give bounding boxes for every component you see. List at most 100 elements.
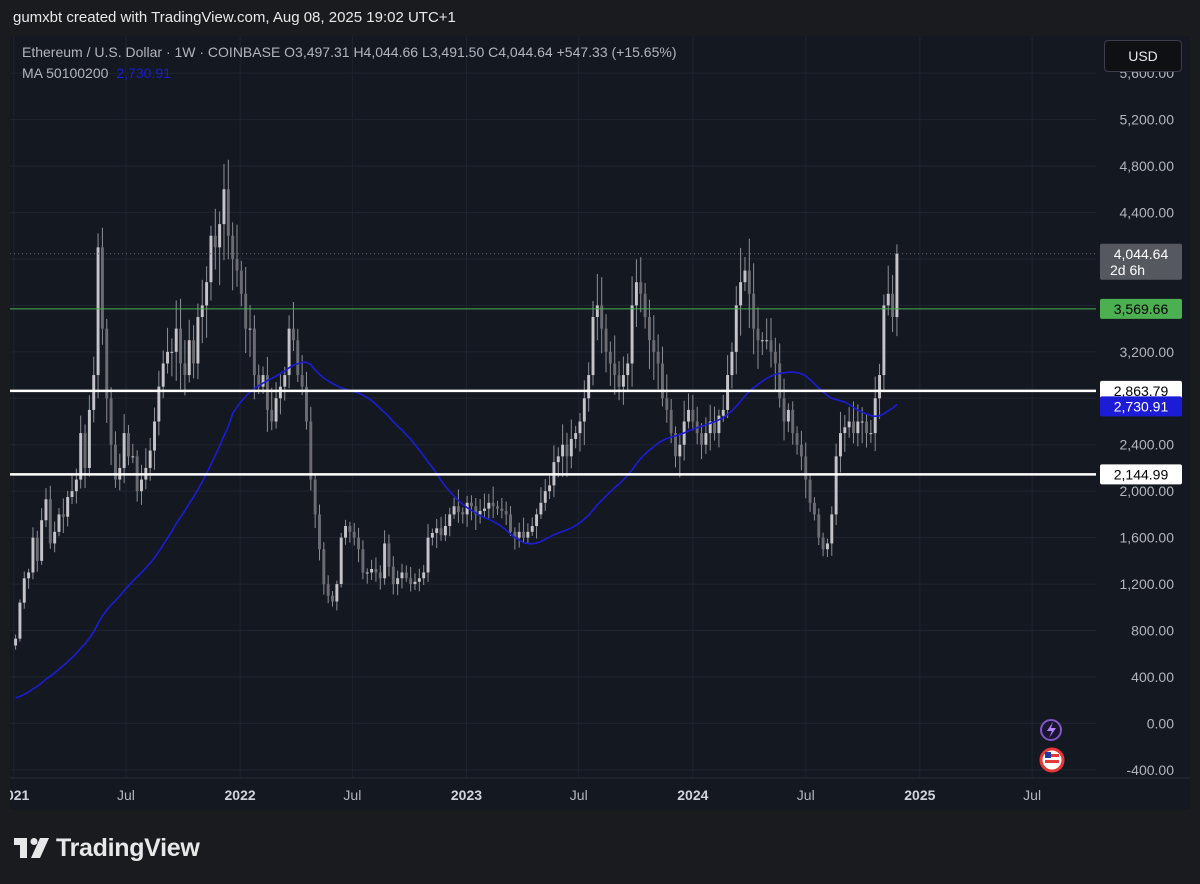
ma-value: 2,730.91	[116, 65, 171, 81]
candle-body	[639, 282, 643, 294]
lightning-bolt-icon	[1047, 722, 1056, 738]
candle-body	[778, 363, 782, 399]
candle-body	[322, 549, 326, 585]
candle-body	[634, 282, 638, 306]
candle-body	[817, 514, 821, 538]
candle-body	[218, 224, 222, 248]
y-tick-label: 2,000.00	[1120, 483, 1175, 499]
candle-body	[196, 317, 200, 364]
candle-body	[765, 340, 769, 342]
candle-body	[469, 502, 473, 507]
candle-body	[530, 526, 534, 532]
candle-body	[474, 506, 478, 515]
candle-body	[452, 506, 456, 515]
candle-body	[140, 479, 143, 492]
candle-body	[357, 537, 361, 550]
candle-body	[456, 506, 460, 513]
price-tag-label: 2,730.91	[1114, 398, 1169, 414]
candle-body	[331, 595, 334, 602]
candle-body	[244, 293, 248, 329]
candle-body	[74, 479, 78, 492]
candle-body	[339, 537, 343, 585]
candle-body	[209, 235, 213, 283]
x-tick-label: Jul	[117, 787, 135, 803]
y-tick-label: 1,600.00	[1120, 530, 1175, 546]
y-tick-label: 0.00	[1147, 715, 1174, 731]
candle-body	[274, 398, 278, 422]
candle-body	[409, 578, 413, 585]
candle-body	[200, 305, 204, 318]
ma-label: MA 50100200	[22, 65, 109, 81]
candle-body	[739, 282, 743, 306]
tradingview-logo: TradingView	[14, 833, 200, 862]
candle-body	[665, 398, 669, 410]
candle-body	[278, 386, 282, 399]
candle-body	[717, 415, 721, 434]
candle-body	[747, 270, 751, 294]
candle-body	[291, 328, 295, 341]
candle-body	[656, 351, 660, 364]
candle-body	[539, 502, 543, 515]
price-tag-support	[1100, 464, 1182, 485]
candle-body	[869, 433, 873, 435]
price-tag-label: 4,044.64	[1114, 246, 1169, 262]
y-tick-label: 1,200.00	[1120, 576, 1175, 592]
y-tick-label: 4,800.00	[1120, 158, 1175, 174]
candle-body	[18, 602, 22, 639]
candle-body	[443, 526, 447, 536]
candle-body	[27, 572, 31, 579]
price-tag-resistance	[1100, 298, 1182, 319]
price-tag-label: 3,569.66	[1114, 301, 1169, 317]
candle-body	[70, 491, 74, 497]
candle-body	[435, 528, 439, 533]
candle-body	[569, 438, 573, 457]
currency-button[interactable]: USD	[1104, 40, 1182, 72]
candle-body	[561, 444, 565, 457]
price-tag-ma	[1100, 396, 1182, 417]
candle-body	[35, 537, 39, 561]
candle-body	[348, 526, 352, 532]
candle-body	[565, 444, 569, 457]
chart-pane[interactable]: 5,600.005,200.004,800.004,400.004,000.00…	[10, 36, 1190, 810]
candle-body	[526, 531, 530, 538]
moving-average-line	[15, 361, 898, 699]
x-tick-label: Jul	[797, 787, 815, 803]
candle-body	[834, 456, 838, 515]
candle-body	[153, 421, 156, 451]
candle-body	[674, 433, 677, 457]
candle-body	[769, 340, 773, 352]
y-tick-label: 800.00	[1131, 623, 1174, 639]
price-chart[interactable]: 5,600.005,200.004,800.004,400.004,000.00…	[10, 36, 1190, 810]
candle-body	[344, 526, 348, 538]
candle-body	[226, 189, 230, 236]
candle-body	[591, 317, 595, 376]
candle-body	[895, 253, 899, 318]
candle-body	[192, 340, 196, 364]
candle-body	[179, 328, 183, 364]
candle-body	[734, 305, 738, 352]
y-tick-label: 4,400.00	[1120, 205, 1175, 221]
x-tick-label: 2023	[451, 787, 482, 803]
candle-body	[786, 409, 790, 422]
candle-body	[482, 508, 486, 511]
candle-body	[239, 270, 243, 294]
y-tick-label: 2,400.00	[1120, 437, 1175, 453]
candle-body	[504, 510, 508, 515]
candle-body	[721, 409, 725, 416]
candle-body	[187, 340, 191, 376]
candle-body	[387, 543, 391, 567]
candle-body	[404, 572, 408, 579]
candle-body	[222, 189, 226, 225]
candle-body	[582, 398, 586, 422]
candle-body	[799, 444, 803, 457]
x-tick-label: Jul	[570, 787, 588, 803]
x-tick-label: 2022	[225, 787, 256, 803]
candle-body	[183, 363, 187, 376]
brand-name: TradingView	[56, 833, 200, 862]
candle-body	[704, 433, 708, 445]
price-tag-label: 2,144.99	[1114, 466, 1169, 482]
candle-body	[287, 328, 291, 376]
candle-body	[83, 433, 87, 468]
candle-body	[626, 363, 630, 376]
candle-body	[608, 351, 612, 364]
